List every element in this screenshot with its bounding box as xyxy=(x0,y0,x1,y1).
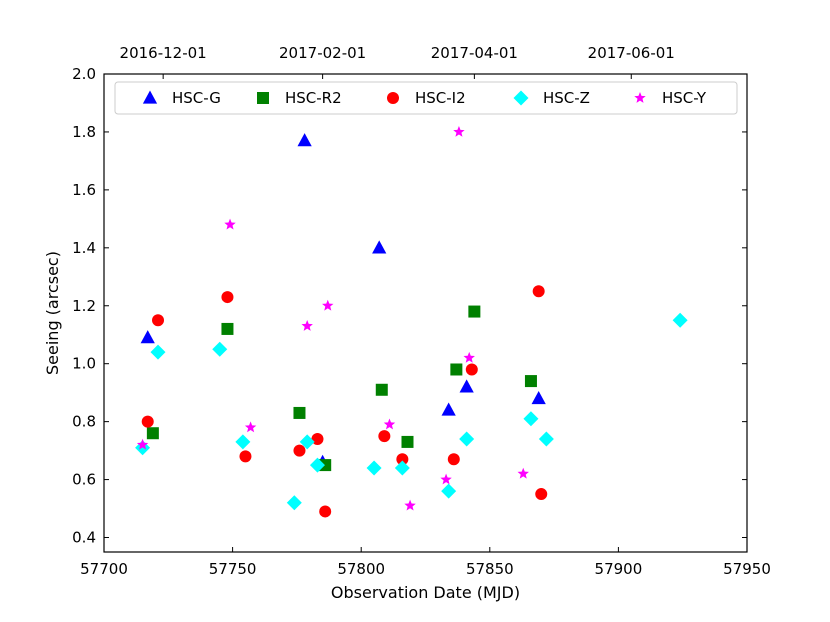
legend-item-hsc-i2: HSC-I2 xyxy=(387,89,466,107)
x-tick-label: 57800 xyxy=(337,560,385,578)
legend-marker-hsc-z xyxy=(513,90,529,106)
y-tick-label: 1.8 xyxy=(72,123,96,141)
data-point-hsc-z xyxy=(672,312,688,328)
y-axis-label: Seeing (arcsec) xyxy=(43,251,62,375)
data-point-hsc-i2 xyxy=(532,285,545,298)
data-point-hsc-y xyxy=(404,499,416,511)
legend-label: HSC-Z xyxy=(543,89,590,107)
data-point-hsc-z xyxy=(309,457,325,473)
data-point-hsc-g xyxy=(140,330,155,344)
legend-label: HSC-R2 xyxy=(285,89,342,107)
top-tick-label: 2017-06-01 xyxy=(588,44,675,62)
legend-item-hsc-g: HSC-G xyxy=(142,89,221,107)
data-point-hsc-i2 xyxy=(221,291,234,304)
data-point-hsc-i2 xyxy=(465,363,478,376)
data-point-hsc-r2 xyxy=(401,435,414,448)
y-tick-label: 2.0 xyxy=(72,65,96,83)
data-point-hsc-z xyxy=(459,431,475,447)
y-tick-label: 0.6 xyxy=(72,471,96,489)
data-point-hsc-i2 xyxy=(535,488,548,501)
data-point-hsc-r2 xyxy=(375,383,388,396)
data-point-hsc-r2 xyxy=(524,375,537,388)
data-point-hsc-y xyxy=(440,473,452,485)
data-point-hsc-i2 xyxy=(378,430,391,443)
legend-items: HSC-G HSC-R2 HSC-I2 HSC-Z HSC-Y xyxy=(142,89,707,107)
x-tick-label: 57900 xyxy=(595,560,643,578)
legend-marker-hsc-r2 xyxy=(257,92,269,104)
data-point-hsc-i2 xyxy=(319,505,332,518)
data-point-hsc-z xyxy=(523,411,539,427)
data-point-hsc-g xyxy=(372,240,387,254)
series-hsc-y xyxy=(136,125,529,511)
legend-label: HSC-G xyxy=(172,89,221,107)
data-point-hsc-z xyxy=(394,460,410,476)
legend-label: HSC-Y xyxy=(662,89,707,107)
legend-label: HSC-I2 xyxy=(415,89,466,107)
data-point-hsc-z xyxy=(299,434,315,450)
data-point-hsc-i2 xyxy=(152,314,165,327)
data-point-hsc-i2 xyxy=(141,415,154,428)
data-point-hsc-y xyxy=(301,320,313,331)
data-point-hsc-z xyxy=(150,344,166,360)
x-tick-label: 57700 xyxy=(80,560,128,578)
data-point-hsc-y xyxy=(463,351,475,363)
data-point-hsc-g xyxy=(531,390,546,405)
series-hsc-r2 xyxy=(146,305,537,472)
top-tick-label: 2017-04-01 xyxy=(431,44,518,62)
data-point-hsc-y xyxy=(383,418,396,430)
data-point-hsc-i2 xyxy=(396,453,409,466)
y-tick-label: 1.0 xyxy=(72,355,96,373)
plot-frame xyxy=(103,73,748,553)
series-hsc-z xyxy=(135,312,688,511)
data-point-hsc-i2 xyxy=(447,453,460,466)
legend: HSC-G HSC-R2 HSC-I2 HSC-Z HSC-Y xyxy=(114,81,738,115)
data-point-hsc-y xyxy=(453,125,465,137)
data-point-hsc-z xyxy=(212,341,228,357)
x-tick-label: 57750 xyxy=(209,560,257,578)
data-point-hsc-r2 xyxy=(450,363,463,376)
data-point-hsc-r2 xyxy=(221,322,234,335)
data-point-hsc-z xyxy=(235,434,251,450)
legend-item-hsc-y: HSC-Y xyxy=(634,89,707,107)
y-tick-label: 1.6 xyxy=(72,181,96,199)
data-point-hsc-z xyxy=(286,495,302,511)
data-point-hsc-y xyxy=(322,299,334,311)
legend-marker-hsc-i2 xyxy=(387,92,399,104)
data-point-hsc-z xyxy=(538,431,554,447)
series-hsc-i2 xyxy=(141,285,548,518)
data-point-hsc-g xyxy=(459,379,474,393)
legend-box xyxy=(114,81,738,115)
data-point-hsc-i2 xyxy=(293,444,306,457)
data-point-hsc-y xyxy=(136,438,149,450)
data-point-hsc-y xyxy=(224,218,236,230)
x-tick-label: 57850 xyxy=(466,560,514,578)
data-point-hsc-z xyxy=(366,460,382,476)
data-point-hsc-r2 xyxy=(146,427,159,440)
data-point-hsc-g xyxy=(297,133,312,147)
data-point-hsc-z xyxy=(441,483,457,499)
data-point-hsc-i2 xyxy=(239,450,252,463)
axis-ticks: 57700 57750 57800 57850 57900 57950 0.4 0.6 0.8 1… xyxy=(72,44,771,578)
legend-marker-hsc-g xyxy=(142,90,158,104)
legend-item-hsc-z: HSC-Z xyxy=(513,89,590,107)
x-axis-label: Observation Date (MJD) xyxy=(331,583,520,602)
legend-marker-hsc-y xyxy=(634,92,646,103)
data-point-hsc-y xyxy=(517,467,529,479)
data-point-hsc-r2 xyxy=(319,459,332,472)
data-point-hsc-r2 xyxy=(293,406,306,419)
x-tick-label: 57950 xyxy=(723,560,771,578)
data-point-hsc-r2 xyxy=(468,305,481,318)
y-tick-label: 0.8 xyxy=(72,413,96,431)
legend-item-hsc-r2: HSC-R2 xyxy=(257,89,342,107)
data-markers xyxy=(135,125,688,518)
data-point-hsc-g xyxy=(441,402,456,416)
y-tick-label: 1.4 xyxy=(72,239,96,257)
data-point-hsc-y xyxy=(244,421,257,433)
top-tick-label: 2016-12-01 xyxy=(120,44,207,62)
y-tick-label: 0.4 xyxy=(72,529,96,547)
top-tick-label: 2017-02-01 xyxy=(279,44,366,62)
y-tick-label: 1.2 xyxy=(72,297,96,315)
